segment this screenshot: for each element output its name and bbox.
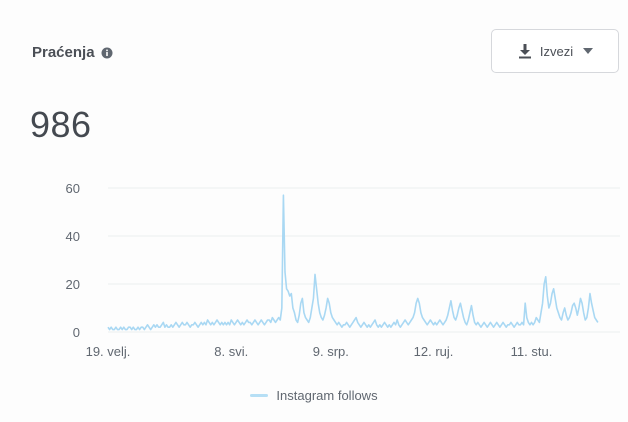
caret-down-icon [583, 46, 594, 56]
x-tick-label: 8. svi. [214, 344, 248, 359]
x-tick-label: 11. stu. [511, 344, 553, 359]
legend-swatch [250, 394, 269, 397]
export-button[interactable]: Izvezi [491, 29, 619, 73]
chart-legend: Instagram follows [0, 388, 628, 403]
export-label: Izvezi [539, 43, 574, 59]
y-tick-label: 20 [66, 277, 80, 292]
x-tick-label: 19. velj. [86, 344, 131, 359]
card-header: Praćenja [32, 44, 113, 61]
total-follows-value: 986 [30, 104, 92, 145]
follows-line-chart: 0 20 40 60 19. velj. 8. svi. 9. srp. 12. ruj. 11… [66, 181, 620, 359]
download-icon [517, 43, 533, 59]
y-tick-label: 60 [66, 181, 80, 196]
y-tick-label: 40 [66, 229, 80, 244]
info-circle-icon[interactable] [101, 47, 113, 59]
series-line-instagram-follows [107, 194, 599, 331]
card-title: Praćenja [32, 44, 95, 61]
x-tick-label: 9. srp. [313, 344, 349, 359]
y-tick-label: 0 [73, 325, 80, 340]
legend-label: Instagram follows [276, 388, 378, 403]
x-tick-label: 12. ruj. [414, 344, 454, 359]
